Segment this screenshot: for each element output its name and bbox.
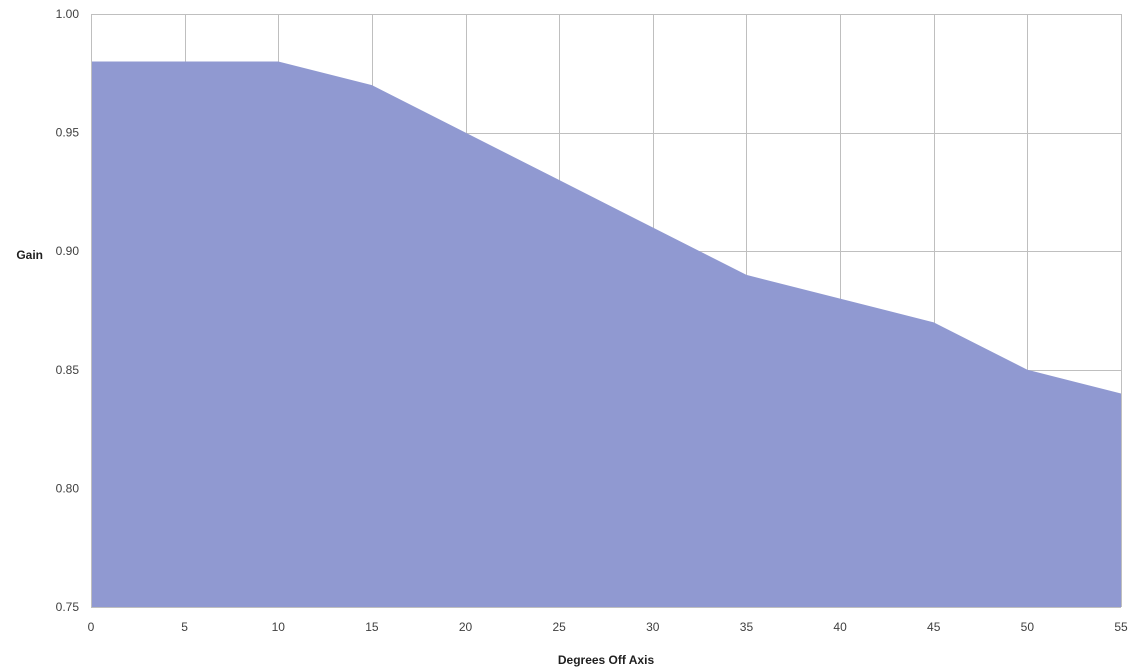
x-tick-label-20: 20 bbox=[459, 620, 473, 634]
x-tick-label-0: 0 bbox=[88, 620, 95, 634]
y-tick-label-0.75: 0.75 bbox=[56, 600, 80, 614]
y-tick-label-0.95: 0.95 bbox=[56, 126, 80, 140]
x-tick-label-55: 55 bbox=[1114, 620, 1128, 634]
x-tick-label-40: 40 bbox=[833, 620, 847, 634]
x-axis-title: Degrees Off Axis bbox=[558, 653, 655, 667]
x-tick-label-15: 15 bbox=[365, 620, 379, 634]
chart-plot-area bbox=[91, 61, 1121, 607]
area-series-0 bbox=[91, 61, 1121, 607]
x-tick-label-25: 25 bbox=[553, 620, 567, 634]
x-tick-label-10: 10 bbox=[272, 620, 286, 634]
x-tick-label-45: 45 bbox=[927, 620, 941, 634]
y-tick-label-0.90: 0.90 bbox=[56, 244, 80, 258]
y-axis-tick-labels: 0.75 0.80 0.85 0.90 0.95 1.00 bbox=[56, 7, 80, 614]
x-tick-label-5: 5 bbox=[181, 620, 188, 634]
y-tick-label-0.85: 0.85 bbox=[56, 363, 80, 377]
x-tick-label-30: 30 bbox=[646, 620, 660, 634]
x-tick-label-35: 35 bbox=[740, 620, 754, 634]
x-tick-label-50: 50 bbox=[1021, 620, 1035, 634]
x-axis-tick-labels: 0 5 10 15 20 25 30 35 40 45 50 55 bbox=[88, 620, 1128, 634]
y-tick-label-1.00: 1.00 bbox=[56, 7, 80, 21]
y-tick-label-0.80: 0.80 bbox=[56, 481, 80, 495]
y-axis-title: Gain bbox=[16, 248, 43, 262]
chart-axes bbox=[91, 14, 1121, 608]
